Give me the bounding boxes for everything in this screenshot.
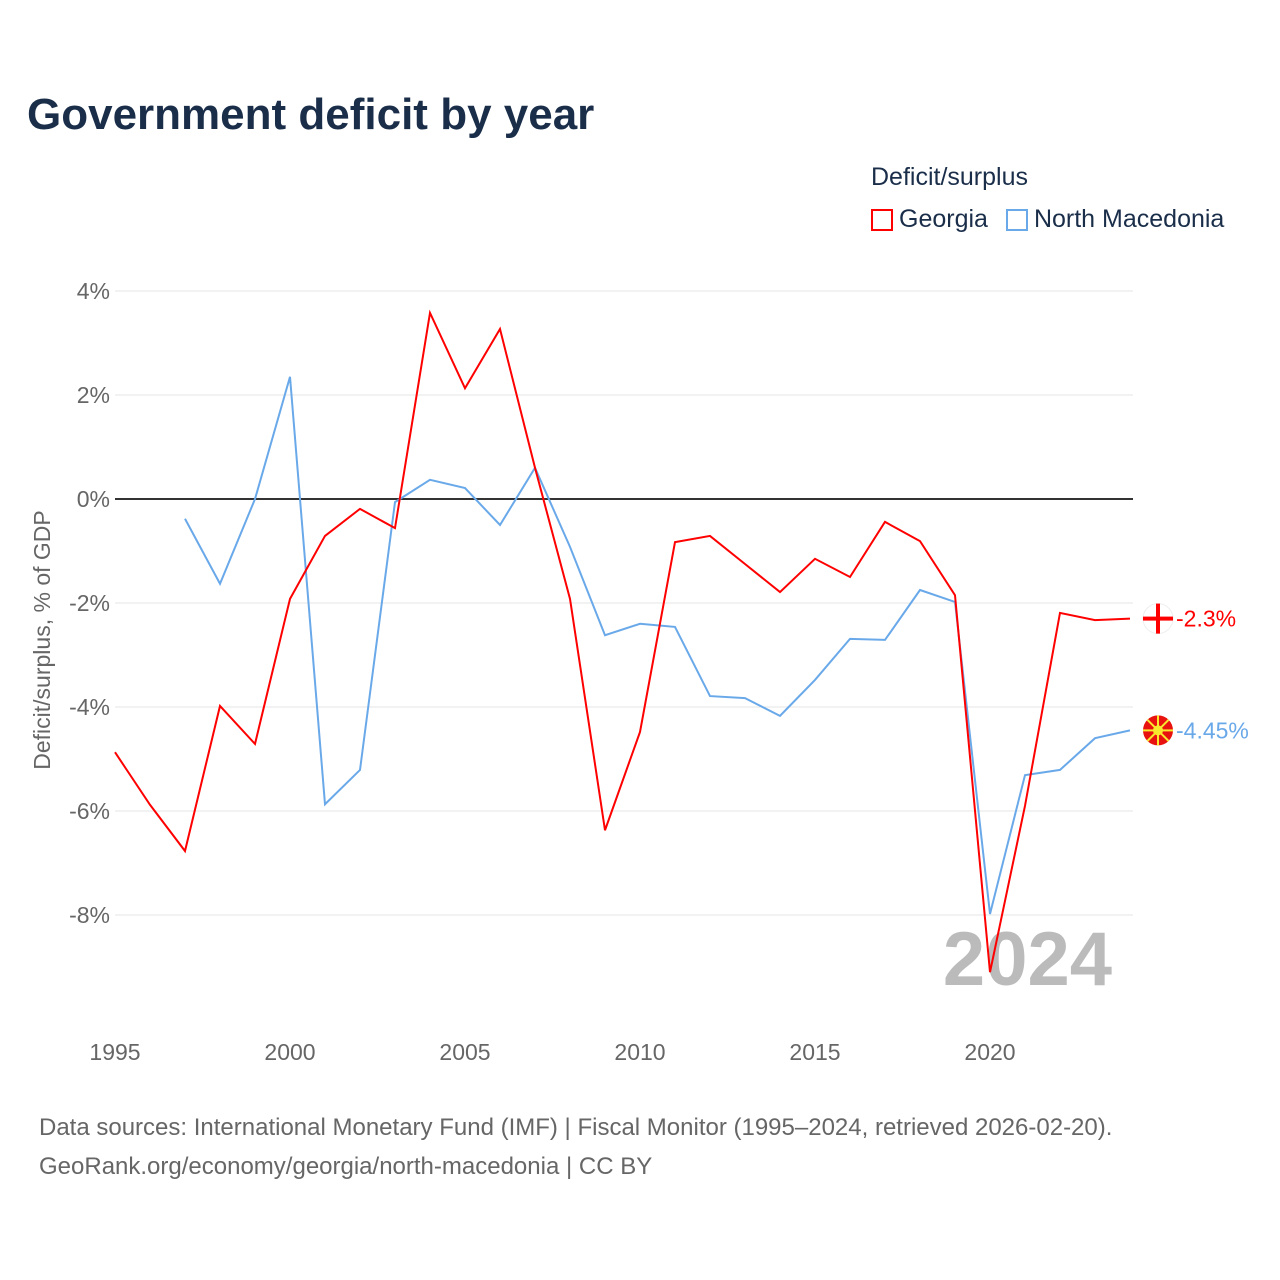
y-tick-label: 0%	[77, 486, 110, 512]
source-line-2: GeoRank.org/economy/georgia/north-macedo…	[39, 1153, 653, 1180]
flag-ray	[1157, 719, 1170, 732]
x-tick-label: 2020	[964, 1039, 1015, 1065]
y-tick-label: 4%	[77, 278, 110, 304]
y-tick-label: -8%	[69, 902, 110, 928]
flag-ray	[1146, 719, 1159, 732]
chart-title: Government deficit by year	[27, 90, 595, 139]
legend-item-north-macedonia[interactable]: North Macedonia	[1005, 205, 1225, 234]
x-tick-label: 2005	[439, 1039, 490, 1065]
legend-item-georgia[interactable]: Georgia	[871, 205, 988, 234]
legend: Georgia North Macedonia	[871, 205, 1224, 234]
y-tick-label: 2%	[77, 382, 110, 408]
y-tick-label: -4%	[69, 694, 110, 720]
flag-ray	[1157, 729, 1170, 742]
x-tick-label: 2015	[789, 1039, 840, 1065]
x-tick-label: 1995	[89, 1039, 140, 1065]
legend-label: Georgia	[899, 205, 988, 233]
year-label: 2024	[943, 917, 1112, 1002]
end-value-label: -4.45%	[1176, 717, 1249, 743]
x-tick-label: 2000	[264, 1039, 315, 1065]
flag-ray	[1146, 729, 1159, 742]
legend-swatch-north-macedonia	[1005, 208, 1028, 231]
legend-label: North Macedonia	[1033, 205, 1225, 233]
series-line-north-macedonia	[184, 376, 1131, 915]
x-tick-label: 2010	[614, 1039, 665, 1065]
y-tick-label: -6%	[69, 798, 110, 824]
y-axis-label: Deficit/surplus, % of GDP	[29, 510, 55, 769]
legend-title: Deficit/surplus	[871, 163, 1028, 191]
series-line-georgia	[114, 309, 1131, 973]
source-note: Data sources: International Monetary Fun…	[39, 1108, 1112, 1186]
flag-cross	[1156, 603, 1160, 634]
y-tick-label: -2%	[69, 590, 110, 616]
legend-swatch-georgia	[871, 208, 893, 231]
end-value-label: -2.3%	[1176, 606, 1236, 632]
source-line-1: Data sources: International Monetary Fun…	[39, 1114, 1113, 1141]
